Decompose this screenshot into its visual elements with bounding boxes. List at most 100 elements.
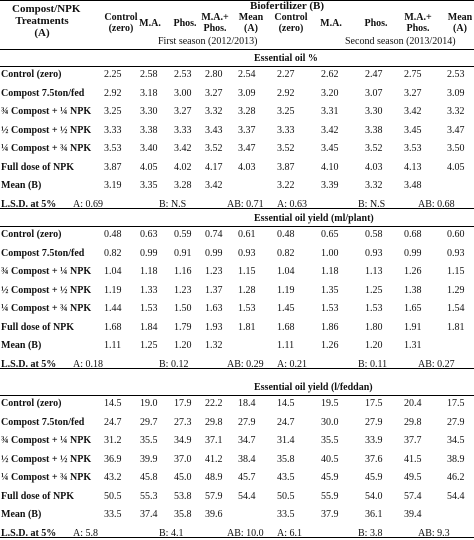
column-header-9: M.A.+: [404, 12, 432, 23]
row-label: Full dose of NPK: [1, 321, 75, 333]
table-cell: 3.52: [277, 143, 295, 154]
table-cell: 45.8: [140, 472, 158, 483]
table-cell: 1.19: [277, 284, 295, 296]
row-header-line-2: Treatments: [15, 15, 69, 27]
table-cell: 33.5: [277, 509, 295, 520]
column-header-9: Phos.: [406, 23, 430, 34]
table-cell: 4.05: [447, 161, 465, 173]
table-cell: 17.5: [447, 398, 465, 409]
section-title: Essential oil yield (ml/plant): [254, 213, 374, 224]
table-cell: 0.61: [238, 229, 256, 240]
table-cell: 4.10: [321, 161, 339, 173]
table-cell: 3.19: [104, 180, 122, 191]
table-cell: 1.00: [321, 247, 339, 259]
table-cell: 1.29: [447, 284, 465, 296]
lsd-value: AB: 0.68: [418, 198, 455, 210]
table-cell: 4.17: [205, 161, 223, 173]
table-cell: 39.6: [205, 509, 223, 520]
table-cell: 31.4: [277, 435, 295, 446]
column-header-10: (A): [453, 23, 467, 34]
table-cell: 35.8: [277, 453, 295, 465]
table-cell: 57.4: [404, 490, 422, 502]
table-cell: 38.9: [447, 453, 465, 465]
table-cell: 41.2: [205, 453, 223, 465]
table-cell: 4.05: [140, 161, 158, 173]
table-cell: 31.2: [104, 435, 122, 446]
table-cell: 2.62: [321, 69, 339, 80]
table-cell: 1.86: [321, 321, 339, 333]
table-cell: 24.7: [277, 416, 295, 428]
table-cell: 3.47: [447, 124, 465, 136]
lsd-value: A: 0.63: [277, 198, 307, 210]
rule-line: [0, 208, 474, 209]
table-cell: 1.23: [205, 266, 223, 277]
table-cell: 54.0: [365, 490, 383, 502]
rule-line: [0, 537, 474, 538]
table-cell: 49.5: [404, 472, 422, 483]
rule-line: [0, 0, 474, 1]
table-cell: 3.25: [104, 106, 122, 117]
table-cell: 2.53: [447, 69, 465, 80]
column-header-6: Control: [274, 12, 308, 23]
lsd-value: B: N.S: [358, 198, 386, 210]
lsd-value: AB: 0.29: [227, 358, 264, 370]
table-cell: 3.31: [321, 106, 339, 117]
table-cell: 43.5: [277, 472, 295, 483]
table-cell: 29.8: [205, 416, 223, 428]
table-cell: 3.00: [174, 87, 192, 99]
table-cell: 34.5: [447, 435, 465, 446]
row-label: ¼ Compost + ¾ NPK: [1, 143, 92, 154]
table-cell: 18.4: [238, 398, 256, 409]
table-cell: 1.93: [205, 321, 223, 333]
table-cell: 3.28: [174, 180, 192, 191]
table-cell: 3.09: [238, 87, 256, 99]
table-cell: 48.9: [205, 472, 223, 483]
table-cell: 3.42: [174, 143, 192, 154]
table-cell: 3.45: [321, 143, 339, 154]
table-cell: 35.8: [174, 509, 192, 520]
table-cell: 3.32: [365, 180, 383, 191]
table-cell: 1.37: [205, 284, 223, 296]
table-cell: 37.1: [205, 435, 223, 446]
table-cell: 3.32: [205, 106, 223, 117]
table-cell: 1.91: [404, 321, 422, 333]
table-cell: 1.04: [104, 266, 122, 277]
rule-line: [0, 49, 474, 50]
table-cell: 30.0: [321, 416, 339, 428]
lsd-value: AB: 0.71: [227, 198, 264, 210]
table-cell: 45.0: [174, 472, 192, 483]
table-cell: 14.5: [104, 398, 122, 409]
table-cell: 34.7: [238, 435, 256, 446]
table-cell: 0.65: [321, 229, 339, 240]
table-cell: 0.82: [104, 247, 122, 259]
table-cell: 3.27: [205, 87, 223, 99]
table-cell: 29.8: [404, 416, 422, 428]
table-cell: 0.58: [365, 229, 383, 240]
table-cell: 37.7: [404, 435, 422, 446]
table-cell: 3.45: [404, 124, 422, 136]
table-cell: 0.63: [140, 229, 158, 240]
table-cell: 2.54: [238, 69, 256, 80]
table-cell: 37.4: [140, 509, 158, 520]
row-label: Control (zero): [1, 398, 62, 409]
table-cell: 3.87: [277, 161, 295, 173]
table-cell: 40.5: [321, 453, 339, 465]
table-cell: 4.03: [365, 161, 383, 173]
table-cell: 3.38: [365, 124, 383, 136]
table-cell: 45.9: [365, 472, 383, 483]
table-cell: 19.0: [140, 398, 158, 409]
row-label: Full dose of NPK: [1, 490, 75, 502]
table-cell: 1.50: [174, 303, 192, 314]
table-cell: 17.5: [365, 398, 383, 409]
table-cell: 22.2: [205, 398, 223, 409]
table-cell: 1.15: [447, 266, 465, 277]
table-cell: 27.9: [447, 416, 465, 428]
row-label: ½ Compost + ½ NPK: [1, 453, 92, 465]
table-cell: 1.54: [447, 303, 465, 314]
table-cell: 53.8: [174, 490, 192, 502]
table-cell: 55.9: [321, 490, 339, 502]
rule-line: [0, 368, 474, 369]
column-header-5: (A): [244, 23, 258, 34]
row-label: Compost 7.5ton/fed: [1, 87, 85, 99]
table-cell: 1.68: [104, 321, 122, 333]
